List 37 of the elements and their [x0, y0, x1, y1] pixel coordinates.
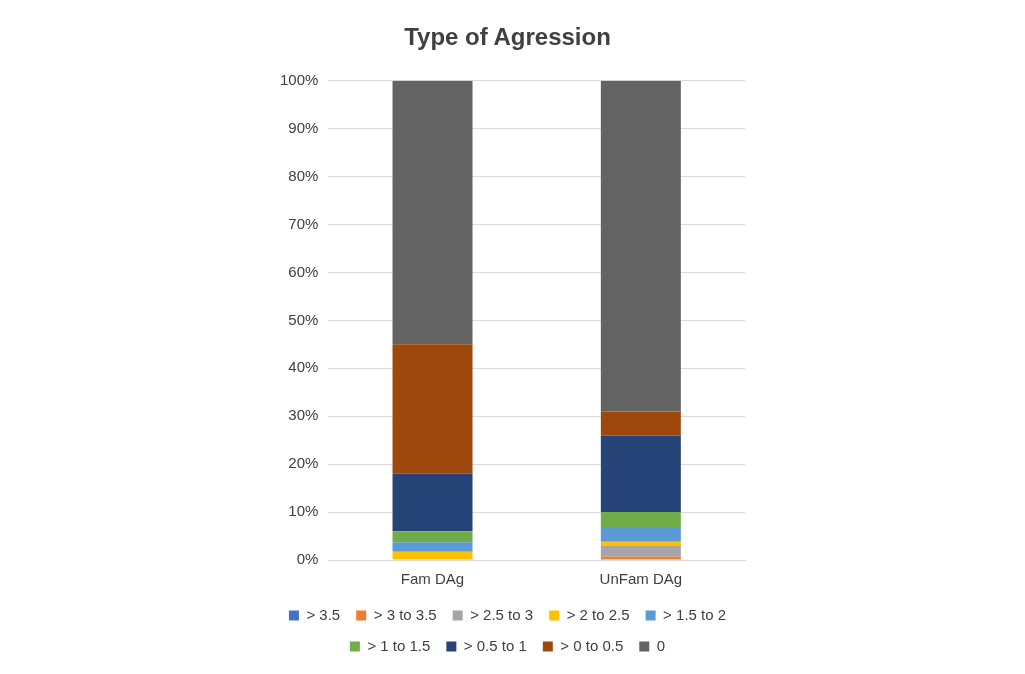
- bar: [392, 344, 473, 474]
- bar: [392, 473, 473, 532]
- legend-label: 0: [656, 636, 666, 654]
- y-tick-label: 100%: [279, 70, 319, 88]
- y-tick-label: 90%: [288, 118, 319, 136]
- bar: [600, 556, 681, 560]
- y-tick-label: 70%: [288, 214, 319, 232]
- bar: [600, 80, 681, 412]
- y-tick-label: 60%: [288, 262, 319, 280]
- y-tick-label: 10%: [288, 502, 319, 520]
- y-tick-label: 30%: [288, 406, 319, 424]
- legend-label: > 2 to 2.5: [566, 605, 630, 623]
- legend-label: > 3 to 3.5: [373, 605, 437, 623]
- bar: [392, 551, 473, 560]
- legend-label: > 2.5 to 3: [470, 605, 534, 623]
- legend-label: > 0 to 0.5: [560, 636, 624, 654]
- legend-label: > 3.5: [306, 605, 341, 623]
- bar: [600, 512, 681, 527]
- legend-label: > 0.5 to 1: [463, 636, 527, 654]
- legend-label: > 1 to 1.5: [367, 636, 431, 654]
- legend-label: > 1.5 to 2: [663, 605, 727, 623]
- bar: [600, 541, 681, 547]
- x-tick-label: UnFam DAg: [599, 570, 683, 588]
- bar: [392, 542, 473, 552]
- y-tick-label: 40%: [288, 358, 319, 376]
- bar: [600, 546, 681, 557]
- bar: [600, 411, 681, 436]
- bar: [392, 531, 473, 543]
- chart-title: Type of Agression: [404, 23, 611, 51]
- y-tick-label: 50%: [288, 310, 319, 328]
- bar: [392, 80, 473, 345]
- y-tick-label: 20%: [288, 454, 319, 472]
- y-tick-label: 0%: [296, 550, 319, 568]
- y-tick-label: 80%: [288, 166, 319, 184]
- x-tick-label: Fam DAg: [400, 570, 465, 588]
- bar: [600, 526, 681, 542]
- bar: [600, 435, 681, 513]
